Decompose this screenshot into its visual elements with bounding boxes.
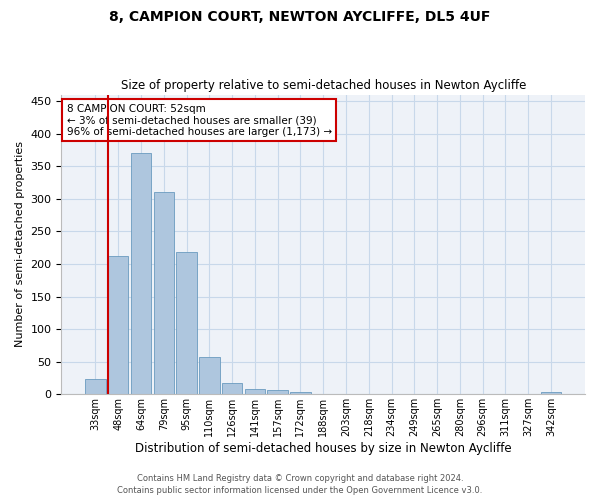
Bar: [268, 390, 288, 394]
Bar: [199, 357, 220, 395]
Bar: [85, 378, 106, 394]
Y-axis label: Number of semi-detached properties: Number of semi-detached properties: [15, 142, 25, 348]
Bar: [108, 256, 128, 394]
Bar: [154, 192, 174, 394]
Bar: [541, 392, 561, 394]
X-axis label: Distribution of semi-detached houses by size in Newton Aycliffe: Distribution of semi-detached houses by …: [135, 442, 512, 455]
Bar: [290, 392, 311, 394]
Bar: [245, 389, 265, 394]
Title: Size of property relative to semi-detached houses in Newton Aycliffe: Size of property relative to semi-detach…: [121, 79, 526, 92]
Text: 8, CAMPION COURT, NEWTON AYCLIFFE, DL5 4UF: 8, CAMPION COURT, NEWTON AYCLIFFE, DL5 4…: [109, 10, 491, 24]
Bar: [222, 382, 242, 394]
Text: Contains HM Land Registry data © Crown copyright and database right 2024.
Contai: Contains HM Land Registry data © Crown c…: [118, 474, 482, 495]
Bar: [131, 153, 151, 394]
Bar: [176, 252, 197, 394]
Text: 8 CAMPION COURT: 52sqm
← 3% of semi-detached houses are smaller (39)
96% of semi: 8 CAMPION COURT: 52sqm ← 3% of semi-deta…: [67, 104, 332, 136]
